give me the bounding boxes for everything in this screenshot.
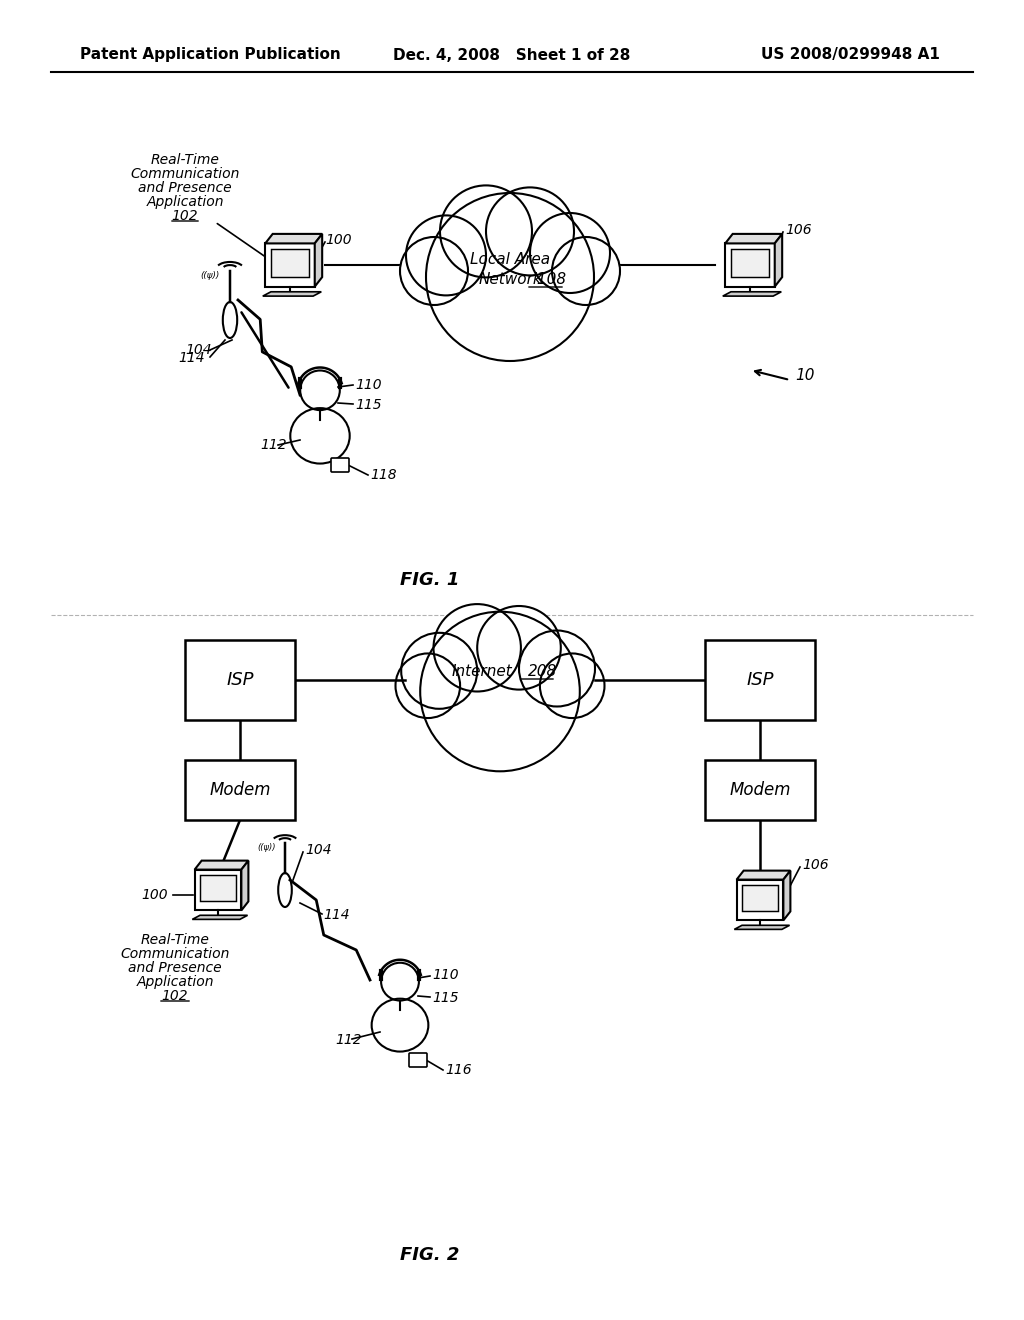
Polygon shape [195, 861, 249, 870]
Text: 115: 115 [432, 991, 459, 1005]
Text: Patent Application Publication: Patent Application Publication [80, 48, 341, 62]
Text: 208: 208 [528, 664, 557, 680]
Circle shape [406, 215, 486, 296]
Polygon shape [723, 292, 781, 296]
Polygon shape [783, 871, 791, 920]
FancyBboxPatch shape [185, 760, 295, 820]
Circle shape [540, 653, 604, 718]
Polygon shape [263, 292, 322, 296]
FancyBboxPatch shape [705, 760, 815, 820]
Text: 112: 112 [335, 1034, 361, 1047]
Text: 100: 100 [141, 888, 168, 902]
Circle shape [486, 187, 574, 276]
Text: Modem: Modem [209, 781, 270, 799]
Text: 114: 114 [323, 908, 349, 921]
Text: 112: 112 [260, 438, 287, 451]
Text: 106: 106 [802, 858, 828, 873]
FancyBboxPatch shape [731, 248, 769, 277]
Text: 110: 110 [355, 378, 382, 392]
Text: 118: 118 [370, 469, 396, 482]
Text: Communication: Communication [120, 946, 229, 961]
Circle shape [440, 185, 532, 277]
FancyBboxPatch shape [725, 243, 775, 286]
Text: Real-Time: Real-Time [140, 933, 210, 946]
Circle shape [433, 605, 521, 692]
Text: 102: 102 [172, 209, 199, 223]
FancyBboxPatch shape [741, 884, 778, 911]
Text: FIG. 2: FIG. 2 [400, 1246, 460, 1265]
Text: 114: 114 [178, 351, 205, 366]
Text: 116: 116 [445, 1063, 472, 1077]
Text: 115: 115 [355, 399, 382, 412]
Text: FIG. 1: FIG. 1 [400, 572, 460, 589]
FancyBboxPatch shape [185, 640, 295, 719]
Polygon shape [775, 234, 782, 286]
Text: ((ψ)): ((ψ)) [257, 843, 275, 851]
FancyBboxPatch shape [265, 243, 314, 286]
Text: ((ψ)): ((ψ)) [201, 271, 220, 280]
Text: 106: 106 [785, 223, 812, 238]
Polygon shape [193, 915, 248, 919]
Text: and Presence: and Presence [128, 961, 222, 975]
Text: Internet: Internet [452, 664, 512, 680]
Text: 100: 100 [325, 234, 351, 247]
Ellipse shape [279, 873, 292, 907]
Text: US 2008/0299948 A1: US 2008/0299948 A1 [761, 48, 940, 62]
Text: Local Area: Local Area [470, 252, 550, 268]
Text: and Presence: and Presence [138, 181, 231, 195]
Text: Real-Time: Real-Time [151, 153, 219, 168]
Polygon shape [265, 234, 323, 243]
Text: Dec. 4, 2008   Sheet 1 of 28: Dec. 4, 2008 Sheet 1 of 28 [393, 48, 631, 62]
FancyBboxPatch shape [270, 248, 309, 277]
Polygon shape [314, 234, 323, 286]
FancyBboxPatch shape [705, 640, 815, 719]
Polygon shape [734, 925, 790, 929]
FancyBboxPatch shape [195, 870, 242, 911]
Text: Network: Network [478, 272, 542, 288]
Text: Modem: Modem [729, 781, 791, 799]
Polygon shape [242, 861, 249, 911]
Circle shape [477, 606, 561, 689]
FancyBboxPatch shape [331, 458, 349, 473]
Circle shape [420, 611, 580, 771]
Text: Communication: Communication [130, 168, 240, 181]
Circle shape [395, 653, 460, 718]
Text: 104: 104 [305, 843, 332, 857]
Ellipse shape [223, 302, 238, 338]
FancyBboxPatch shape [409, 1053, 427, 1067]
Text: ISP: ISP [746, 671, 774, 689]
Circle shape [426, 193, 594, 360]
Text: Application: Application [146, 195, 224, 209]
Text: 108: 108 [532, 272, 566, 288]
Text: 10: 10 [795, 367, 814, 383]
Circle shape [519, 631, 595, 706]
Text: 104: 104 [185, 343, 212, 356]
Circle shape [400, 238, 468, 305]
Polygon shape [725, 234, 782, 243]
Circle shape [530, 213, 610, 293]
FancyBboxPatch shape [200, 875, 237, 902]
Polygon shape [736, 871, 791, 879]
Circle shape [552, 238, 620, 305]
Text: 102: 102 [162, 989, 188, 1003]
Text: Application: Application [136, 975, 214, 989]
Circle shape [401, 632, 477, 709]
Text: 110: 110 [432, 968, 459, 982]
Text: ISP: ISP [226, 671, 254, 689]
FancyBboxPatch shape [736, 879, 783, 920]
